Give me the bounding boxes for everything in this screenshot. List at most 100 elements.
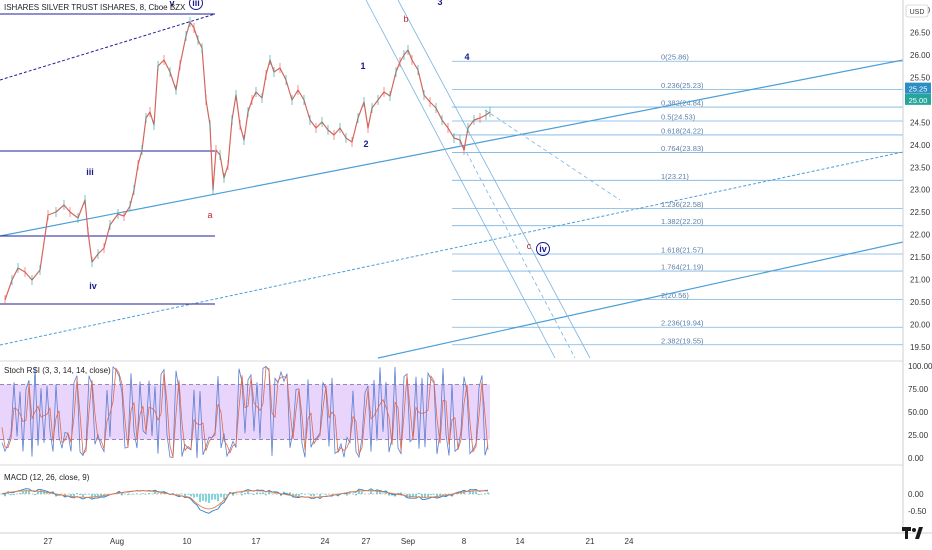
- time-tick-label: 27: [44, 537, 53, 546]
- macd-line: [1, 488, 489, 514]
- price-tick-label: 21.50: [910, 253, 931, 262]
- fib-level-label: 2(20.56): [661, 291, 689, 300]
- fib-level-label: 2.382(19.55): [661, 336, 704, 345]
- price-tick-label: 22.50: [910, 208, 931, 217]
- descending-channel-midline: [459, 139, 576, 359]
- stoch-rsi-lines: [1, 365, 489, 459]
- stoch-d-line: [1, 366, 489, 458]
- price-tick-label: 23.00: [910, 186, 931, 195]
- stoch-rsi-pane: Stoch RSI (3, 3, 14, 14, close): [0, 360, 903, 459]
- macd-pane: MACD (12, 26, close, 9): [0, 464, 903, 514]
- wave-label-circle: [189, 0, 203, 10]
- fib-level-label: 2.236(19.94): [661, 319, 704, 328]
- wave-label: v: [169, 0, 174, 8]
- descending-channel-line: [397, 0, 591, 359]
- wave-label: c: [527, 241, 532, 251]
- time-tick-label: 21: [586, 537, 595, 546]
- price-axis-ticks: 27.0026.5026.0025.5025.0024.5024.0023.50…: [910, 6, 931, 352]
- wave-label: 4: [464, 52, 469, 62]
- wave-label: iv: [539, 244, 547, 254]
- macd-lines: [0, 488, 490, 514]
- price-tick-label: 20.00: [910, 321, 931, 330]
- wave-label: a: [207, 210, 212, 220]
- time-tick-label: 10: [183, 537, 192, 546]
- wave-label: iv: [89, 281, 97, 291]
- currency-unit: USD: [910, 9, 925, 16]
- price-tick-label: 20.50: [910, 298, 931, 307]
- middle-dashed-trendline: [0, 151, 904, 346]
- wave-label: 2: [363, 139, 368, 149]
- time-tick-label: Sep: [401, 537, 416, 546]
- wave-label: iii: [86, 167, 94, 177]
- price-tick-label: 21.00: [910, 276, 931, 285]
- macd-tick-label: -0.50: [908, 507, 927, 516]
- price-series: [4, 17, 491, 305]
- wave-label: 3: [437, 0, 442, 7]
- channel-dashed-line: [0, 13, 216, 81]
- stoch-axis-ticks: 100.00 75.00 50.00 25.00 0.00: [908, 362, 932, 463]
- fib-level-label: 1.764(21.19): [661, 263, 704, 272]
- fib-level-label: 0.5(24.53): [661, 112, 696, 121]
- stoch-tick-label: 0.00: [908, 454, 924, 463]
- fib-level-label: 0.236(25.23): [661, 81, 704, 90]
- fib-level-label: 0(25.86): [661, 53, 689, 62]
- chart-title: ISHARES SILVER TRUST ISHARES, 8, Cboe BZ…: [4, 3, 186, 12]
- price-tick-label: 26.00: [910, 51, 931, 60]
- tradingview-logo-icon[interactable]: [902, 526, 924, 540]
- time-tick-label: 27: [362, 537, 371, 546]
- tradingview-logo-glyph: [902, 527, 923, 539]
- price-tick-label: 25.50: [910, 73, 931, 82]
- price-tick-label: 22.00: [910, 231, 931, 240]
- price-tick-label: 26.50: [910, 28, 931, 37]
- lower-trendline: [377, 241, 904, 359]
- time-tick-label: 14: [516, 537, 525, 546]
- wave-label-circle: [536, 242, 550, 256]
- wave-label: b: [403, 14, 408, 24]
- macd-axis-ticks: 0.00 -0.50: [908, 490, 927, 516]
- time-tick-label: 24: [321, 537, 330, 546]
- price-pane: 0(25.86)0.236(25.23)0.382(24.84)0.5(24.5…: [0, 0, 904, 359]
- time-tick-label: 24: [625, 537, 634, 546]
- descending-channel-line: [365, 0, 556, 359]
- currency-label: USD: [905, 4, 929, 18]
- macd-tick-label: 0.00: [908, 490, 924, 499]
- stoch-rsi-title: Stoch RSI (3, 3, 14, 14, close): [4, 366, 111, 375]
- time-tick-label: Aug: [110, 537, 124, 546]
- trendlines: [0, 0, 904, 359]
- time-tick-label: 8: [462, 537, 467, 546]
- price-badges: 25.25 25.00: [905, 82, 931, 105]
- price-pane-background: [0, 0, 903, 358]
- price-tick-label: 23.50: [910, 163, 931, 172]
- fib-level-label: 0.618(24.22): [661, 126, 704, 135]
- stoch-tick-label: 50.00: [908, 408, 929, 417]
- stoch-tick-label: 25.00: [908, 431, 929, 440]
- currency-box: [905, 4, 929, 18]
- fib-level-label: 1.618(21.57): [661, 245, 704, 254]
- price-badge: [905, 93, 931, 105]
- time-axis-ticks: 27 Aug 10 17 24 27 Sep 8 14 21 24: [44, 537, 634, 546]
- projection-dashed-line: [484, 109, 621, 201]
- fibonacci-retracement: 0(25.86)0.236(25.23)0.382(24.84)0.5(24.5…: [452, 53, 903, 345]
- price-tick-label: 19.50: [910, 343, 931, 352]
- macd-title: MACD (12, 26, close, 9): [4, 473, 90, 482]
- fib-level-label: 1.236(22.58): [661, 200, 704, 209]
- stoch-tick-label: 75.00: [908, 385, 929, 394]
- price-tick-label: 24.50: [910, 118, 931, 127]
- fib-level-label: 0.764(23.83): [661, 144, 704, 153]
- wave-label: iii: [192, 0, 200, 8]
- macd-signal-line: [1, 490, 489, 510]
- fib-level-label: 1(23.21): [661, 172, 689, 181]
- price-badge-label: 25.00: [909, 96, 928, 105]
- price-tick-label: 24.00: [910, 141, 931, 150]
- wave-label: 1: [360, 61, 365, 71]
- price-badge-label: 25.25: [909, 85, 928, 94]
- stoch-k-line: [1, 365, 489, 459]
- fib-level-label: 1.382(22.20): [661, 217, 704, 226]
- stoch-tick-label: 100.00: [908, 362, 932, 371]
- price-badge: [905, 82, 931, 94]
- upper-trendline: [0, 59, 904, 237]
- time-tick-label: 17: [252, 537, 261, 546]
